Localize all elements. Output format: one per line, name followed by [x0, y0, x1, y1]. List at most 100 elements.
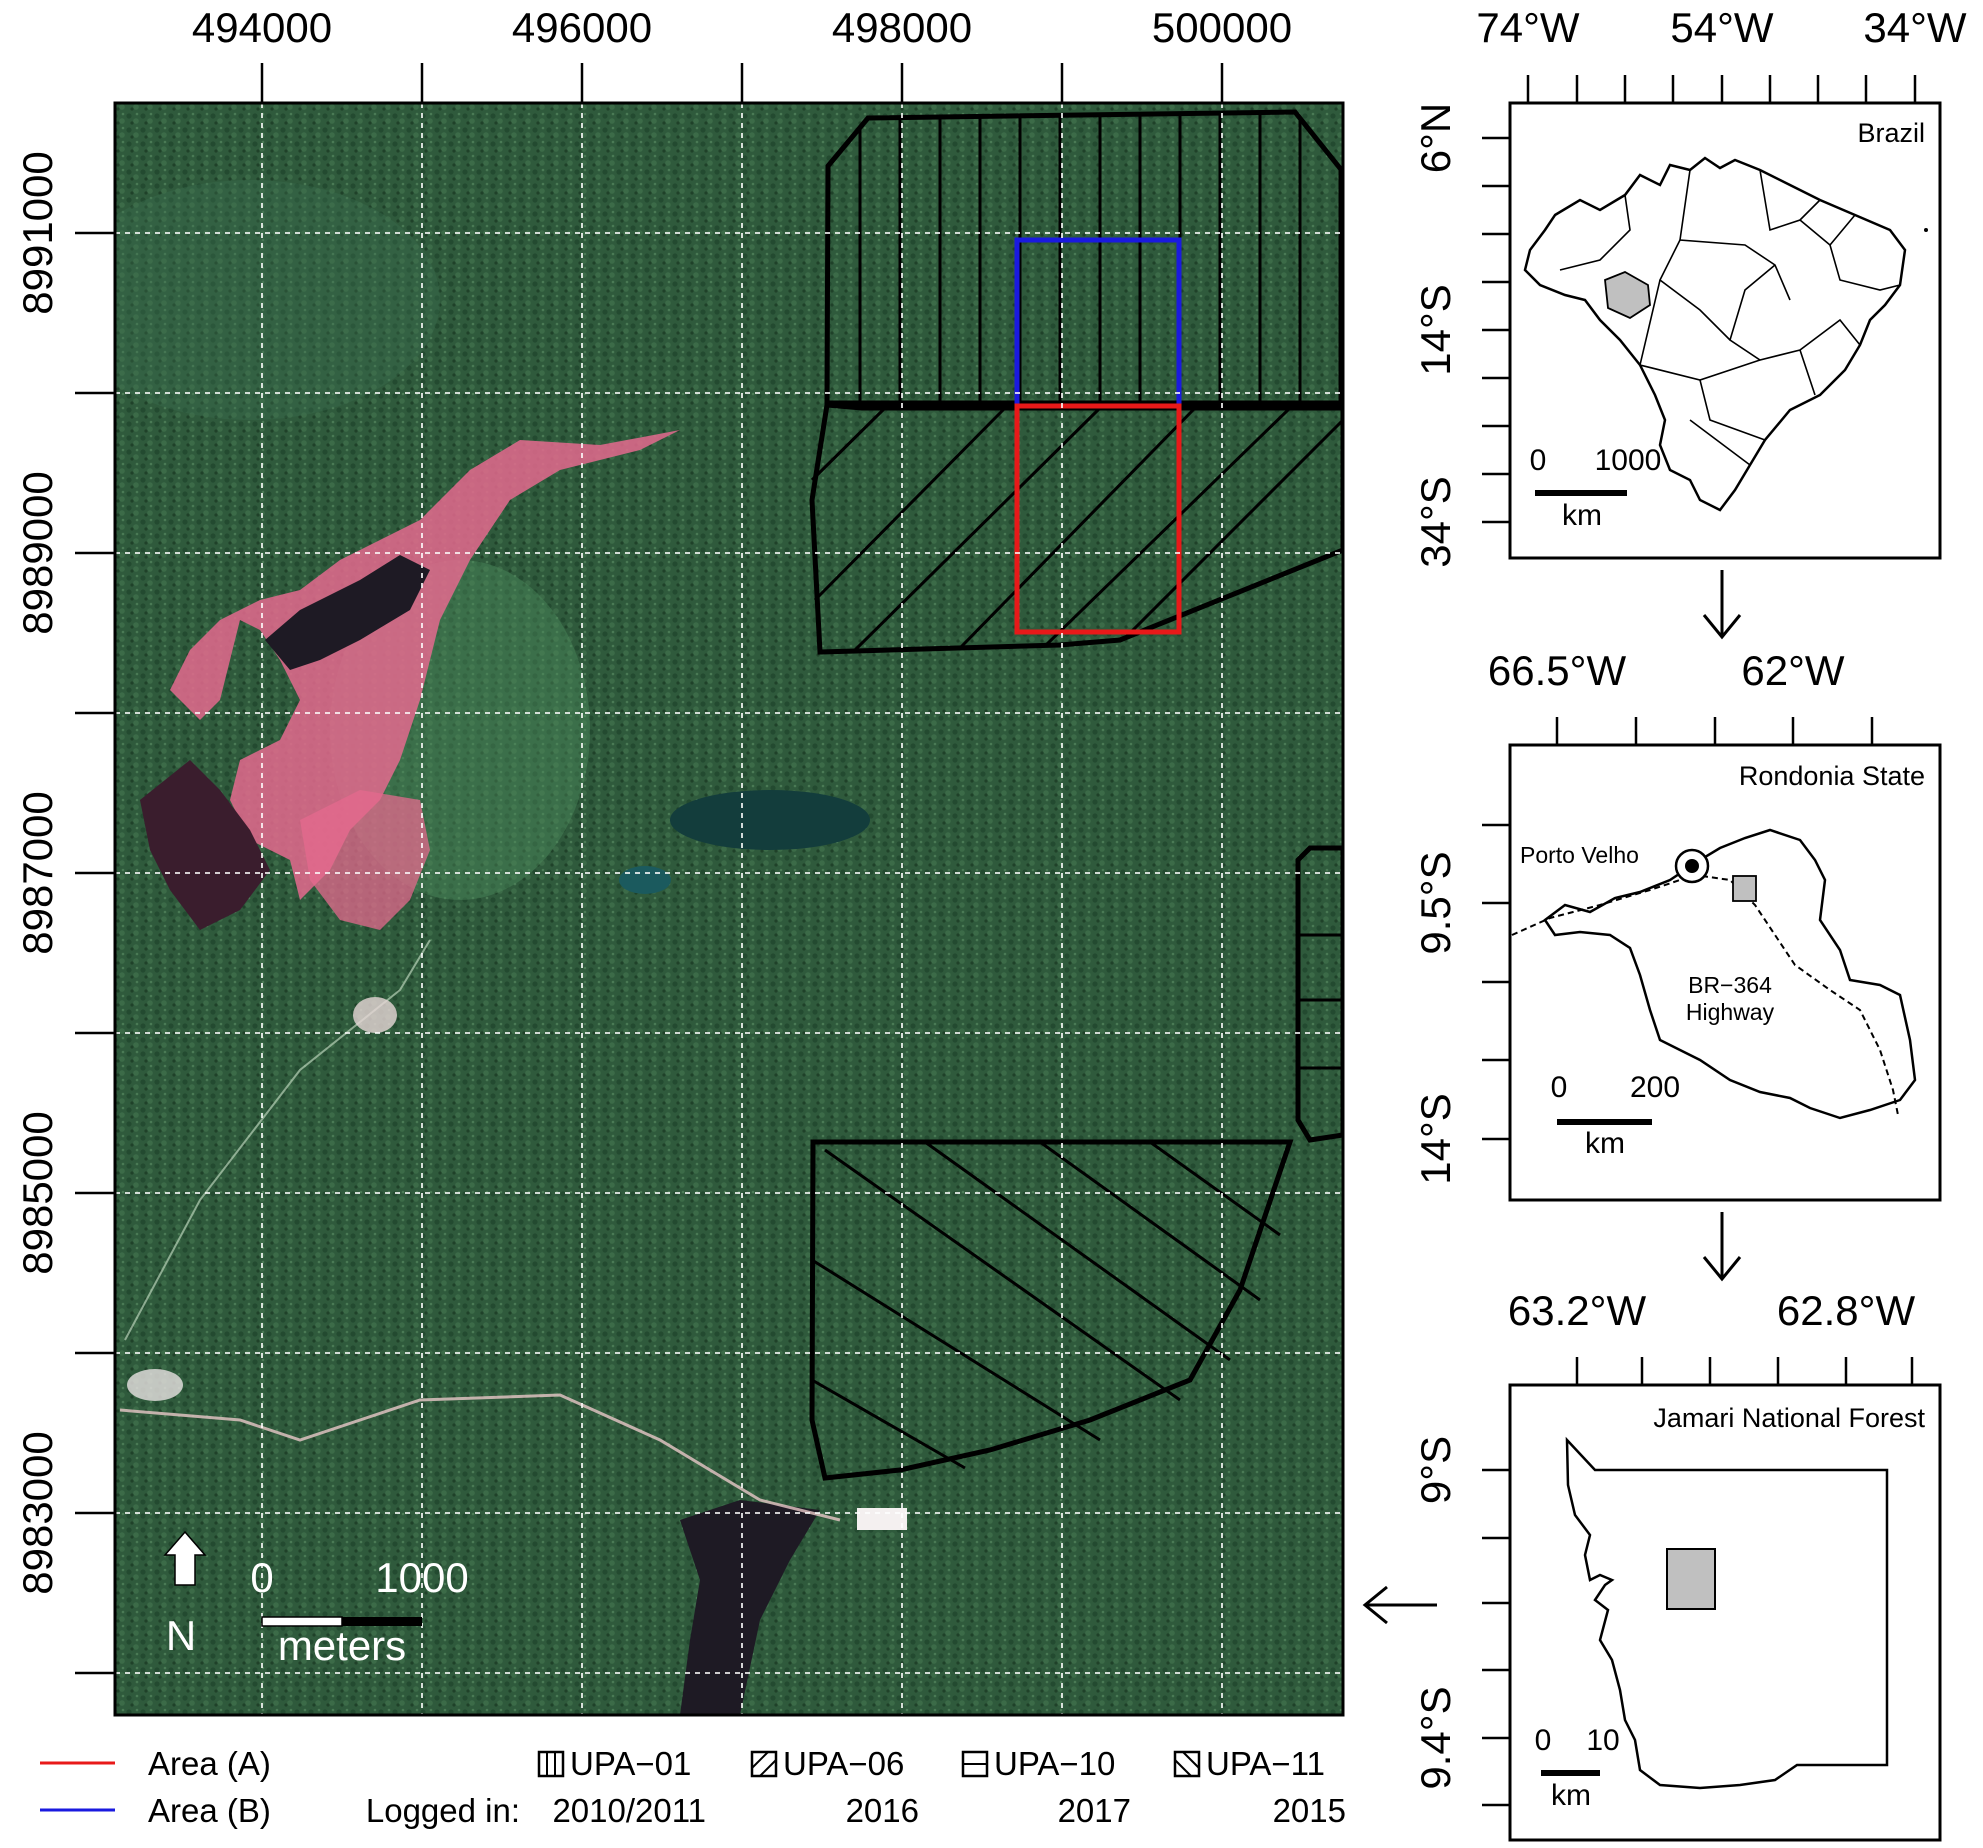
scale-start-label: 0: [250, 1554, 273, 1601]
inset-brazil-scale-start: 0: [1530, 444, 1547, 477]
y-tick-label: 8987000: [14, 791, 61, 955]
main-map[interactable]: N 0 1000 meters: [60, 101, 1345, 1717]
cleared-area-south: [300, 790, 430, 930]
inset-brazil-x-tick: 34°W: [1863, 4, 1967, 51]
inset-brazil-y-tick: 34°S: [1412, 476, 1459, 568]
map-frame: [113, 101, 1345, 1717]
highway-label-line2: Highway: [1686, 999, 1775, 1025]
x-tick-label: 496000: [512, 4, 652, 51]
porto-velho-dot: [1685, 859, 1699, 873]
north-arrow-icon: [163, 1530, 207, 1586]
reservoir-south: [680, 1500, 820, 1715]
inset-brazil-scale-end: 1000: [1595, 444, 1662, 477]
inset-jamari-y-tick: 9°S: [1412, 1436, 1459, 1504]
island-dot: [1924, 228, 1928, 232]
inset-brazil-y-tick: 14°S: [1412, 284, 1459, 376]
reservoir: [265, 555, 430, 670]
y-tick-label: 8985000: [14, 1111, 61, 1275]
inset-brazil-y-tick: 6°N: [1412, 103, 1459, 174]
inset-brazil[interactable]: 74°W 54°W 34°W 6°N 14°S 34°S Brazil: [1412, 4, 1967, 568]
inset-jamari-scale-end: 10: [1586, 1724, 1619, 1757]
inset-jamari-x-ticks: [1575, 1357, 1914, 1385]
upa-11-polygon[interactable]: [809, 1139, 1294, 1481]
scale-end-label: 1000: [375, 1554, 468, 1601]
legend-upa-10-swatch: [961, 1750, 989, 1778]
road-north: [124, 939, 431, 1341]
upa-10-polygon[interactable]: [1295, 845, 1343, 1143]
legend-upa-10-year: 2017: [1058, 1792, 1131, 1829]
legend-upa-11-year: 2015: [1273, 1792, 1346, 1829]
legend: Area (A) Area (B) UPA−01 UPA−06 UPA−10 U…: [40, 1745, 1346, 1829]
reservoir-west: [140, 760, 270, 930]
legend-upa-01-swatch: [537, 1750, 565, 1778]
legend-upa-10-label: UPA−10: [994, 1745, 1115, 1782]
inset-rondonia-y-tick: 9.5°S: [1412, 851, 1459, 954]
y-tick-label: 8989000: [14, 471, 61, 635]
clearing-west: [353, 997, 397, 1033]
br-364-highway: [1511, 873, 1899, 1116]
legend-upa-01-label: UPA−01: [570, 1745, 691, 1782]
scale-unit-label: meters: [278, 1622, 406, 1669]
inset-brazil-y-ticks: [1482, 136, 1510, 524]
jamari-forest-outline: [1565, 1436, 1889, 1790]
inset-rondonia-y-ticks: [1482, 823, 1510, 1141]
legend-upa-11-swatch: [1173, 1750, 1201, 1778]
north-label: N: [166, 1612, 196, 1659]
inset-rondonia-title: Rondonia State: [1739, 761, 1925, 791]
light-forest-area: [115, 180, 440, 420]
map-scale-bar: [261, 1616, 422, 1627]
x-tick-label: 498000: [832, 4, 972, 51]
y-tick-label: 8983000: [14, 1431, 61, 1595]
inset-jamari-scale-unit: km: [1551, 1779, 1591, 1812]
porto-velho-label: Porto Velho: [1520, 842, 1639, 868]
arrow-down-icon: [1702, 1212, 1742, 1282]
inset-rondonia-scale-unit: km: [1585, 1127, 1625, 1160]
arrow-down-icon: [1702, 570, 1742, 640]
pond: [670, 790, 870, 850]
inset-brazil-x-tick: 54°W: [1670, 4, 1774, 51]
highway-label-line1: BR−364: [1688, 972, 1772, 998]
jamari-highlight: [1732, 875, 1757, 902]
legend-upa-01-year: 2010/2011: [552, 1792, 706, 1829]
inset-rondonia-x-tick: 66.5°W: [1488, 647, 1627, 694]
legend-upa-06-year: 2016: [846, 1792, 919, 1829]
main-map-x-axis: [260, 63, 1224, 103]
inset-rondonia-scale-start: 0: [1551, 1071, 1568, 1104]
road: [119, 1393, 841, 1522]
upa-01-polygon[interactable]: [824, 109, 1343, 406]
legend-area-b-label: Area (B): [148, 1792, 271, 1829]
inset-jamari-x-tick: 63.2°W: [1508, 1287, 1647, 1334]
inset-rondonia[interactable]: 66.5°W 62°W 9.5°S 14°S Rondonia State Po…: [1412, 647, 1942, 1202]
upa-11-hatch: [811, 1140, 1281, 1470]
brazil-outline: [1523, 156, 1907, 512]
inset-rondonia-y-tick: 14°S: [1412, 1093, 1459, 1185]
upa-10-hatch: [1298, 933, 1343, 1070]
inset-brazil-x-tick: 74°W: [1476, 4, 1580, 51]
legend-upa-11-label: UPA−11: [1206, 1745, 1325, 1782]
cleared-area: [170, 430, 680, 900]
pond-small: [619, 866, 671, 894]
inset-rondonia-x-tick: 62°W: [1741, 647, 1845, 694]
area-a-rectangle[interactable]: [1014, 403, 1182, 635]
legend-area-a-label: Area (A): [148, 1745, 271, 1782]
inset-brazil-x-ticks: [1526, 75, 1917, 103]
inset-jamari-x-tick: 62.8°W: [1777, 1287, 1916, 1334]
legend-upa-06-label: UPA−06: [783, 1745, 904, 1782]
legend-logged-in-label: Logged in:: [366, 1792, 520, 1829]
upa-06-hatch: [810, 406, 1343, 652]
study-area-highlight: [1666, 1548, 1716, 1610]
brazil-state-borders: [1559, 169, 1901, 466]
inset-brazil-scale-unit: km: [1562, 499, 1602, 532]
inset-brazil-title: Brazil: [1857, 118, 1925, 148]
inset-rondonia-x-ticks: [1555, 717, 1874, 745]
x-tick-label: 494000: [192, 4, 332, 51]
map-grid: [115, 103, 1343, 1715]
inset-jamari-y-tick: 9.4°S: [1412, 1686, 1459, 1789]
x-tick-label: 500000: [1152, 4, 1292, 51]
rondonia-highlight: [1604, 271, 1651, 320]
clearing-nw: [127, 1369, 183, 1401]
inset-rondonia-scale-end: 200: [1630, 1071, 1680, 1104]
inset-jamari[interactable]: 63.2°W 62.8°W 9°S 9.4°S Jamari National …: [1412, 1287, 1942, 1842]
y-tick-label: 8991000: [14, 151, 61, 315]
arrow-left-icon: [1362, 1585, 1437, 1625]
